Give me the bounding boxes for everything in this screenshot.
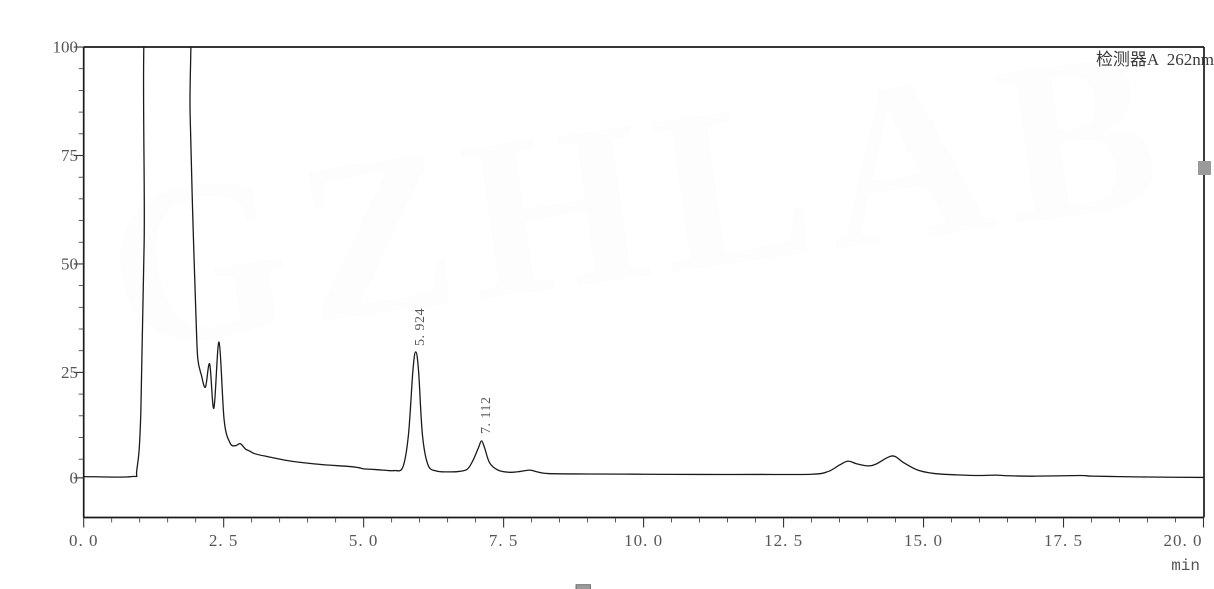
svg-text:100: 100 <box>53 38 79 57</box>
svg-text:17. 5: 17. 5 <box>1044 531 1083 550</box>
svg-text:10. 0: 10. 0 <box>624 531 663 550</box>
svg-text:2. 5: 2. 5 <box>209 531 239 550</box>
svg-text:75: 75 <box>61 146 78 165</box>
svg-text:12. 5: 12. 5 <box>764 531 803 550</box>
svg-text:15. 0: 15. 0 <box>904 531 943 550</box>
svg-text:25: 25 <box>61 363 78 382</box>
svg-text:GZHLAB: GZHLAB <box>92 0 1185 399</box>
svg-text:7. 5: 7. 5 <box>489 531 519 550</box>
svg-text:20. 0: 20. 0 <box>1164 531 1203 550</box>
svg-text:5. 0: 5. 0 <box>349 531 379 550</box>
svg-text:min: min <box>1171 557 1200 575</box>
svg-text:5. 924: 5. 924 <box>413 308 428 346</box>
svg-text:检测器A 262nm: 检测器A 262nm <box>1096 50 1214 69</box>
svg-text:50: 50 <box>61 255 78 274</box>
svg-text:0: 0 <box>70 469 79 488</box>
svg-text:7. 112: 7. 112 <box>479 397 494 434</box>
svg-text:0. 0: 0. 0 <box>69 531 99 550</box>
